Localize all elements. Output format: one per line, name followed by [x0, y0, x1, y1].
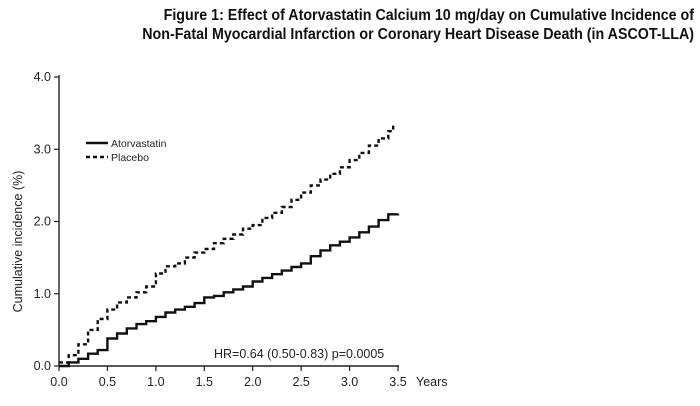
y-tick-label: 3.0: [34, 142, 51, 156]
legend: Atorvastatin Placebo: [86, 138, 167, 164]
y-tick-label: 4.0: [34, 70, 51, 84]
series-line-placebo: [59, 124, 395, 364]
legend-label-atorvastatin: Atorvastatin: [111, 138, 167, 150]
x-tick-label: 2.5: [292, 375, 309, 389]
x-tick-label: 3.0: [341, 375, 358, 389]
x-tick-label: 3.5: [389, 375, 406, 389]
x-tick-label: 0.5: [99, 375, 116, 389]
x-tick-label: 2.0: [244, 375, 261, 389]
chart-title-line-1: Figure 1: Effect of Atorvastatin Calcium…: [163, 7, 695, 24]
chart-title: Figure 1: Effect of Atorvastatin Calcium…: [124, 6, 694, 44]
series-layer: [59, 124, 400, 368]
axes: 0.0 1.0 2.0 3.0 4.0 0.0 0.5 1.0 1.5 2.0 2.5 3.0 3.5: [34, 70, 407, 389]
x-axis-title: Years: [416, 375, 448, 389]
x-tick-label: 1.0: [147, 375, 164, 389]
x-tick-label: 0.0: [50, 375, 67, 389]
y-tick-label: 1.0: [34, 287, 51, 301]
x-tick-label: 1.5: [196, 375, 213, 389]
hazard-ratio-annotation: HR=0.64 (0.50-0.83) p=0.0005: [214, 347, 384, 361]
y-tick-label: 0.0: [34, 359, 51, 373]
chart-title-line-2: Non-Fatal Myocardial Infarction or Coron…: [142, 26, 694, 43]
y-axis-title: Cumulative incidence (%): [11, 171, 25, 313]
y-tick-label: 2.0: [34, 215, 51, 229]
series-line-atorvastatin: [59, 213, 400, 368]
legend-label-placebo: Placebo: [111, 152, 149, 164]
